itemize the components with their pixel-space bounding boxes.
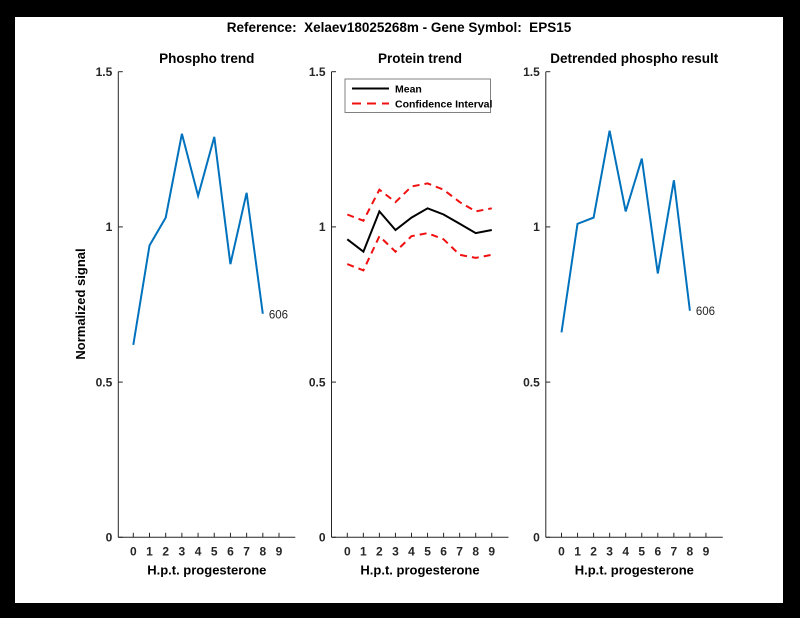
y-tick-label: 1.5: [523, 65, 540, 79]
x-tick-label: 1: [146, 544, 153, 558]
x-axis-label: H.p.t. progesterone: [575, 562, 694, 577]
x-tick-label: 7: [456, 544, 463, 558]
x-tick-label: 4: [408, 544, 415, 558]
legend-label: Mean: [395, 83, 422, 95]
y-axis-label: Normalized signal: [73, 248, 88, 359]
x-tick-label: 5: [211, 544, 218, 558]
y-tick-label: 0.5: [523, 375, 540, 389]
x-tick-label: 5: [424, 544, 431, 558]
x-tick-label: 5: [638, 544, 645, 558]
y-tick-label: 1.5: [309, 65, 326, 79]
x-tick-label: 3: [392, 544, 399, 558]
x-tick-label: 2: [590, 544, 597, 558]
x-tick-label: 0: [344, 544, 351, 558]
series-end-label: 606: [696, 306, 715, 318]
x-tick-label: 2: [162, 544, 169, 558]
y-tick-label: 1: [106, 220, 113, 234]
series-phospho-signal: [132, 133, 264, 346]
y-tick-label: 0: [106, 531, 113, 545]
x-axis-label: H.p.t. progesterone: [147, 562, 266, 577]
x-tick-label: 4: [622, 544, 629, 558]
x-tick-label: 7: [671, 544, 678, 558]
x-tick-label: 6: [440, 544, 447, 558]
series-confidence-lower: [346, 232, 492, 272]
x-tick-label: 0: [130, 544, 137, 558]
x-tick-label: 7: [243, 544, 250, 558]
figure-background: [15, 17, 783, 603]
x-tick-label: 9: [488, 544, 495, 558]
series-confidence-upper: [346, 182, 492, 222]
legend-box: [344, 78, 491, 113]
y-tick-label: 1: [533, 220, 540, 234]
x-axis-label: H.p.t. progesterone: [360, 562, 479, 577]
series-detrended-phospho: [560, 130, 691, 333]
x-tick-label: 1: [574, 544, 581, 558]
series-protein-mean: [346, 207, 492, 254]
y-tick-label: 0: [533, 531, 540, 545]
x-tick-label: 2: [376, 544, 383, 558]
subplot-title: Detrended phospho result: [550, 51, 719, 66]
x-tick-label: 8: [472, 544, 479, 558]
subplot-title: Protein trend: [378, 51, 462, 66]
series-end-label: 606: [269, 309, 288, 321]
x-tick-label: 4: [195, 544, 202, 558]
x-tick-label: 1: [360, 544, 367, 558]
x-tick-label: 9: [276, 544, 283, 558]
y-tick-label: 0.5: [309, 375, 326, 389]
x-tick-label: 8: [259, 544, 266, 558]
y-tick-label: 0: [319, 531, 326, 545]
x-tick-label: 6: [654, 544, 661, 558]
x-tick-label: 0: [558, 544, 565, 558]
y-tick-label: 1.5: [96, 65, 113, 79]
subplot-title: Phospho trend: [159, 51, 254, 66]
figure-title: Reference: Xelaev18025268m - Gene Symbol…: [226, 20, 572, 35]
x-tick-label: 3: [179, 544, 186, 558]
x-tick-label: 9: [703, 544, 710, 558]
y-tick-label: 0.5: [96, 375, 113, 389]
x-tick-label: 3: [606, 544, 613, 558]
legend-label: Confidence Interval: [395, 98, 493, 110]
x-tick-label: 8: [687, 544, 694, 558]
y-tick-label: 1: [319, 220, 326, 234]
x-tick-label: 6: [227, 544, 234, 558]
